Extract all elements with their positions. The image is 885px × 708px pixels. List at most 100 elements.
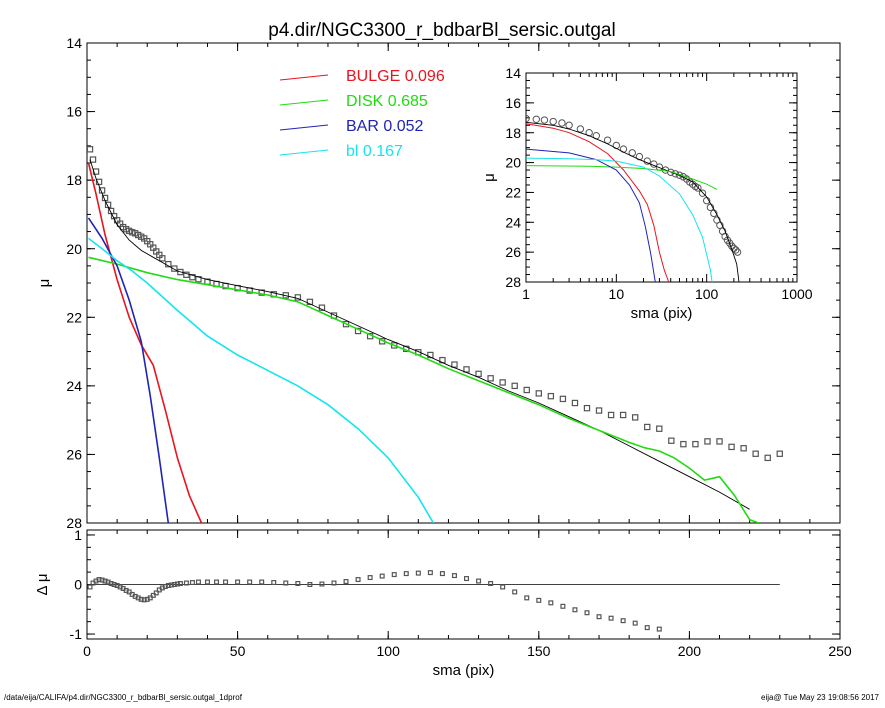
residual-residual-point	[512, 589, 518, 595]
residual-residual-point	[87, 584, 93, 590]
residual-residual-point	[174, 581, 180, 587]
main-series-group	[87, 146, 783, 523]
main-data-point	[716, 438, 723, 445]
residual-residual-point	[403, 571, 409, 577]
inset-ytick-label: 16	[505, 95, 521, 111]
main-data-point	[95, 178, 103, 186]
main-data-point	[656, 425, 663, 432]
main-ytick-label: 20	[66, 241, 82, 257]
residual-residual-point	[247, 579, 253, 585]
residual-residual-point	[259, 579, 265, 585]
main-ytick-label: 16	[66, 104, 82, 120]
main-BAR-line	[87, 217, 170, 523]
inset-data-point	[558, 119, 566, 127]
residual-residual-point	[644, 625, 650, 631]
inset-data-point	[576, 125, 585, 133]
main-ytick-label: 18	[66, 172, 82, 188]
residual-residual-point	[295, 581, 301, 587]
inset-data-point	[526, 114, 530, 123]
inset-BAR-line	[526, 148, 656, 282]
residual-residual-point	[656, 626, 662, 632]
residual-residual-point	[548, 600, 554, 606]
legend-swatch-bulge	[279, 74, 329, 81]
residual-residual-point	[331, 580, 337, 586]
inset-xtick-label: 100	[695, 286, 719, 302]
main-data-point	[752, 450, 759, 457]
residual-residual-point	[476, 578, 482, 584]
legend-label-bar: BAR 0.052	[346, 118, 423, 135]
main-data-point	[583, 404, 591, 412]
main-data-point	[619, 411, 627, 419]
residual-residual-point	[632, 620, 638, 626]
inset-DISK-line	[526, 165, 718, 190]
main-data-point	[177, 268, 184, 276]
residual-ytick-label: 0	[74, 577, 82, 593]
main-data-point	[607, 411, 615, 419]
inset-data-point	[721, 232, 729, 241]
residual-residual-point	[488, 581, 494, 587]
inset-xtick-label: 1000	[781, 286, 812, 302]
inset-data-point	[732, 246, 740, 254]
residual-xtick-label: 100	[377, 643, 401, 659]
inset-data-point	[716, 221, 724, 229]
residual-residual-point	[584, 610, 590, 616]
main-data-point	[692, 440, 699, 448]
residual-residual-point	[171, 581, 177, 587]
residual-residual-point	[189, 580, 195, 586]
residual-series-group	[87, 570, 662, 632]
residual-residual-point	[99, 577, 105, 583]
inset-xtick-label: 1	[522, 286, 530, 302]
residual-residual-point	[500, 584, 506, 590]
main-bl-line	[88, 237, 435, 523]
inset-data-point	[733, 248, 742, 256]
main-data-point	[427, 351, 434, 359]
main-ytick-label: 24	[66, 378, 82, 394]
main-data-point	[87, 146, 94, 153]
main-data-point	[451, 361, 458, 368]
residual-ylabel: Δ μ	[34, 573, 51, 595]
legend-swatch-bl	[279, 149, 329, 156]
main-data-point	[306, 298, 314, 306]
residual-residual-point	[235, 579, 241, 585]
inset-data-point	[730, 244, 738, 253]
residual-residual-point	[111, 581, 117, 587]
residual-residual-point	[271, 580, 277, 586]
main-profile-panel: 14 16 18 20 22 24 26 28 μ	[36, 35, 841, 531]
inset-data-point	[698, 189, 707, 197]
main-data-point	[499, 379, 506, 386]
main-data-point	[668, 437, 675, 444]
inset-ytick-label: 14	[505, 65, 521, 81]
main-data-point	[159, 255, 166, 262]
inset-ytick-label: 28	[505, 274, 521, 290]
inset-log-profile-panel: 1 10 100 1000 14 16 18 20 22 24 26 28 sma (pix) μ	[481, 65, 813, 322]
inset-data-point	[549, 117, 557, 126]
legend-swatch-disk	[279, 99, 329, 106]
inset-bl-line	[526, 157, 713, 282]
footer-file-path: /data/eija/CALIFA/p4.dir/NGC3300_r_bdbar…	[4, 693, 242, 702]
main-data-point	[704, 438, 711, 445]
residual-xtick-label: 250	[828, 643, 852, 659]
legend-label-bulge: BULGE 0.096	[346, 68, 445, 85]
residual-residual-point	[415, 570, 421, 576]
main-data-point	[631, 414, 639, 421]
residual-residual-point	[379, 573, 385, 579]
residual-residual-point	[96, 577, 102, 583]
main-ytick-label: 22	[66, 309, 82, 325]
residual-residual-point	[183, 580, 189, 586]
residual-residual-point	[451, 573, 457, 579]
residual-residual-point	[524, 595, 530, 601]
main-data-point	[475, 370, 482, 378]
main-data-point	[680, 440, 687, 448]
main-data-point	[764, 454, 771, 462]
main-data-point	[740, 445, 747, 452]
residual-xtick-label: 50	[230, 643, 246, 659]
inset-xtick-label: 10	[609, 286, 625, 302]
residual-residual-point	[536, 597, 542, 603]
residual-residual-point	[138, 596, 144, 602]
main-data-point	[535, 390, 543, 397]
residual-residual-point	[439, 571, 445, 577]
residual-residual-point	[168, 582, 174, 588]
residual-ytick-label: 1	[74, 527, 82, 543]
inset-ytick-label: 22	[505, 184, 521, 200]
